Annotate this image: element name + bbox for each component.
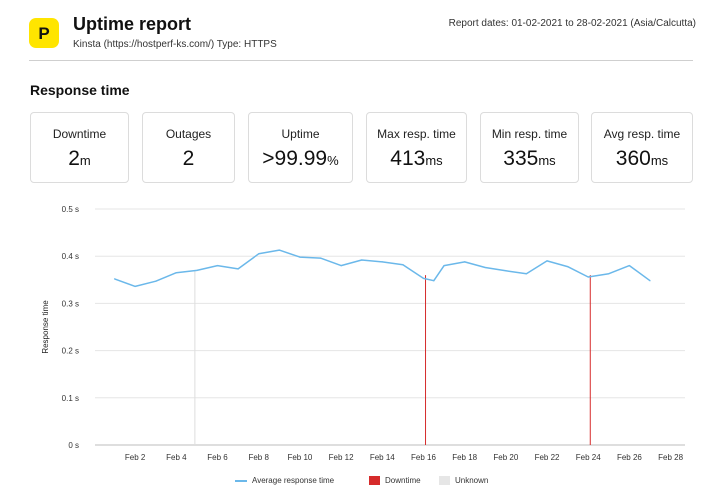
data-point [567,265,569,268]
x-tick-label: Feb 20 [493,453,518,462]
legend-line-swatch [235,479,247,482]
x-tick-label: Feb 6 [207,453,228,462]
legend-unknown-swatch [439,476,450,485]
stat-label: Outages [165,127,212,141]
stat-value: 360 [615,147,651,170]
data-point [608,273,610,275]
x-tick-label: Feb 4 [166,453,187,462]
legend-item-unknown: Unknown [439,476,488,485]
y-tick-label: 0.4 s [62,252,79,261]
data-point [196,269,198,271]
data-point [134,285,136,288]
x-tick-label: Feb 24 [576,453,601,462]
stat-value: 2 [68,147,80,170]
legend-item-downtime: Downtime [369,476,421,485]
stat-label: Min resp. time [491,127,568,141]
legend-label: Unknown [455,476,489,485]
data-point [464,261,466,263]
stat-value: >99.99 [262,147,328,170]
data-point [587,276,589,278]
app-logo: P [29,18,59,48]
data-point [443,265,445,267]
data-point [258,253,260,255]
stat-value: 413 [390,147,426,170]
data-point [175,272,177,274]
data-point [422,277,425,279]
legend-label: Downtime [385,476,421,485]
legend-item-avg: Average response time [235,476,334,485]
legend-label: Average response time [252,476,335,485]
x-tick-label: Feb 26 [617,453,642,462]
data-point [546,260,548,262]
header-divider [29,60,693,61]
series-line-avg-response [114,249,651,288]
y-tick-label: 0.2 s [62,347,79,356]
stat-card-avg-resp: Avg resp. time 360ms [591,112,693,183]
stat-value: 2 [182,147,195,170]
legend-downtime-swatch [369,476,380,485]
data-point [484,266,486,269]
x-tick-label: Feb 14 [370,453,395,462]
svg-text:P: P [38,24,49,43]
x-tick-label: Feb 28 [658,453,683,462]
x-tick-label: Feb 16 [411,453,436,462]
stat-card-max-resp: Max resp. time 413ms [366,112,467,183]
logo-p-icon: P [38,24,49,43]
stat-label: Downtime [52,127,107,141]
stat-card-min-resp: Min resp. time 335ms [480,112,579,183]
data-point [113,278,116,280]
data-point [649,280,651,282]
monitor-subtitle: Kinsta (https://hostperf-ks.com/) Type: … [73,39,277,50]
stat-label: Avg resp. time [603,127,681,141]
data-point [628,265,630,267]
data-point [381,261,383,263]
stat-card-outages: Outages 2 [142,112,235,183]
section-title: Response time [30,82,130,98]
stat-label: Max resp. time [377,127,456,141]
data-point [299,256,301,258]
data-point [278,249,280,251]
report-dates: Report dates: 01-02-2021 to 28-02-2021 (… [448,18,696,29]
data-point [505,270,507,272]
response-time-chart: 0 s 0.1 s 0.2 s 0.3 s 0.4 s 0.5 s Response tim… [41,205,685,462]
stat-value: 335 [503,147,539,170]
x-tick-label: Feb 2 [125,453,146,462]
stat-card-downtime: Downtime 2m [30,112,129,183]
data-point [155,280,157,282]
y-tick-label: 0.3 s [62,299,79,308]
stat-label: Uptime [281,127,320,141]
stat-card-uptime: Uptime >99.99% [248,112,353,183]
data-point [216,265,219,267]
y-tick-label: 0.1 s [62,394,79,403]
stat-unit: m [79,153,91,168]
data-point [525,273,528,275]
data-point [361,259,363,261]
y-tick-label: 0 s [68,441,79,450]
x-tick-label: Feb 22 [535,453,560,462]
page-title: Uptime report [73,14,192,34]
stat-unit: ms [538,153,556,168]
x-tick-label: Feb 18 [452,453,477,462]
stat-unit: % [327,153,339,168]
stat-unit: ms [425,153,443,168]
y-axis-label: Response time [41,300,50,354]
data-point [319,257,322,259]
x-tick-label: Feb 8 [248,453,269,462]
data-point [340,265,342,267]
stat-unit: ms [650,153,669,168]
data-point [402,264,404,266]
y-tick-label: 0.5 s [62,205,79,214]
data-point [237,268,239,270]
x-tick-label: Feb 12 [329,453,354,462]
data-point [433,280,435,282]
x-tick-label: Feb 10 [287,453,312,462]
